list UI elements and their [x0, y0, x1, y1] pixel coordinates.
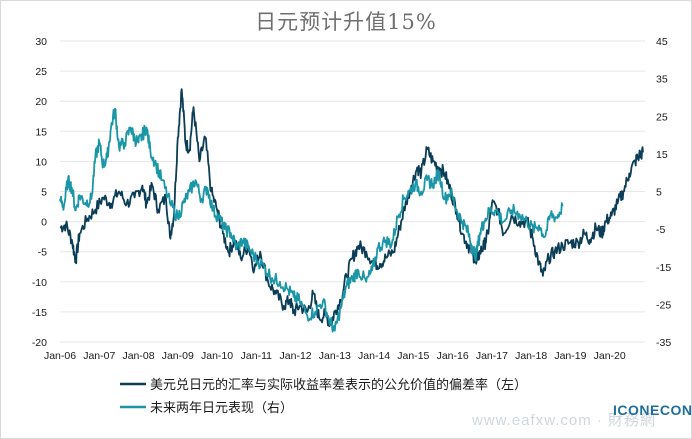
left-axis-ticks: 30 25 20 15 10 5 0 -5 -10 -15 -20	[32, 36, 47, 349]
x-tick-label: Jan-19	[554, 350, 586, 362]
left-tick-label: 30	[35, 36, 47, 48]
x-tick-label: Jan-06	[44, 350, 76, 362]
x-tick-label: Jan-11	[241, 350, 272, 362]
x-tick-label: Jan-15	[397, 350, 429, 362]
right-tick-label: 35	[656, 74, 668, 86]
x-tick-label: Jan-14	[358, 350, 390, 362]
right-tick-label: -5	[656, 224, 665, 236]
left-tick-label: 15	[35, 126, 47, 138]
brand-logo: ICONECON	[613, 402, 692, 418]
watermark-text: www.eafxw.com · 財務網	[472, 412, 657, 429]
x-tick-label: Jan-08	[122, 350, 154, 362]
left-tick-label: 5	[41, 187, 47, 199]
chart-title: 日元预计升值15%	[255, 10, 437, 34]
left-tick-label: -20	[32, 337, 47, 349]
left-tick-label: 20	[35, 96, 47, 108]
right-tick-label: -25	[656, 299, 671, 311]
left-tick-label: -5	[38, 247, 47, 259]
right-tick-label: -35	[656, 337, 671, 349]
x-tick-label: Jan-07	[83, 350, 115, 362]
series-line-yen-performance	[59, 107, 564, 333]
right-tick-label: -15	[656, 262, 671, 274]
left-tick-label: 25	[35, 66, 47, 78]
left-tick-label: 10	[35, 156, 47, 168]
series-lines	[59, 88, 644, 333]
x-tick-label: Jan-20	[594, 350, 626, 362]
gridlines	[60, 40, 645, 343]
legend-label: 未来两年日元表现（右）	[150, 401, 293, 416]
right-axis-ticks: 45 35 25 15 5 -5 -15 -25 -35	[656, 36, 671, 349]
x-tick-label: Jan-12	[280, 350, 312, 362]
right-tick-label: 25	[656, 111, 668, 123]
legend: 美元兑日元的汇率与实际收益率差表示的公允价值的偏差率（左） 未来两年日元表现（右）	[120, 377, 527, 416]
right-tick-label: 5	[656, 187, 662, 199]
series-line-deviation	[59, 88, 644, 328]
right-tick-label: 45	[656, 36, 668, 48]
x-tick-label: Jan-09	[162, 350, 194, 362]
x-tick-label: Jan-17	[476, 350, 508, 362]
left-tick-label: -10	[32, 277, 47, 289]
left-tick-label: 0	[41, 217, 47, 229]
x-tick-label: Jan-13	[319, 350, 351, 362]
x-axis-ticks: Jan-06 Jan-07 Jan-08 Jan-09 Jan-10 Jan-11 Jan-…	[44, 350, 626, 362]
x-tick-label: Jan-16	[437, 350, 469, 362]
x-tick-label: Jan-18	[515, 350, 547, 362]
legend-label: 美元兑日元的汇率与实际收益率差表示的公允价值的偏差率（左）	[150, 377, 527, 393]
x-tick-label: Jan-10	[201, 350, 233, 362]
left-tick-label: -15	[32, 307, 47, 319]
right-tick-label: 15	[656, 149, 668, 161]
